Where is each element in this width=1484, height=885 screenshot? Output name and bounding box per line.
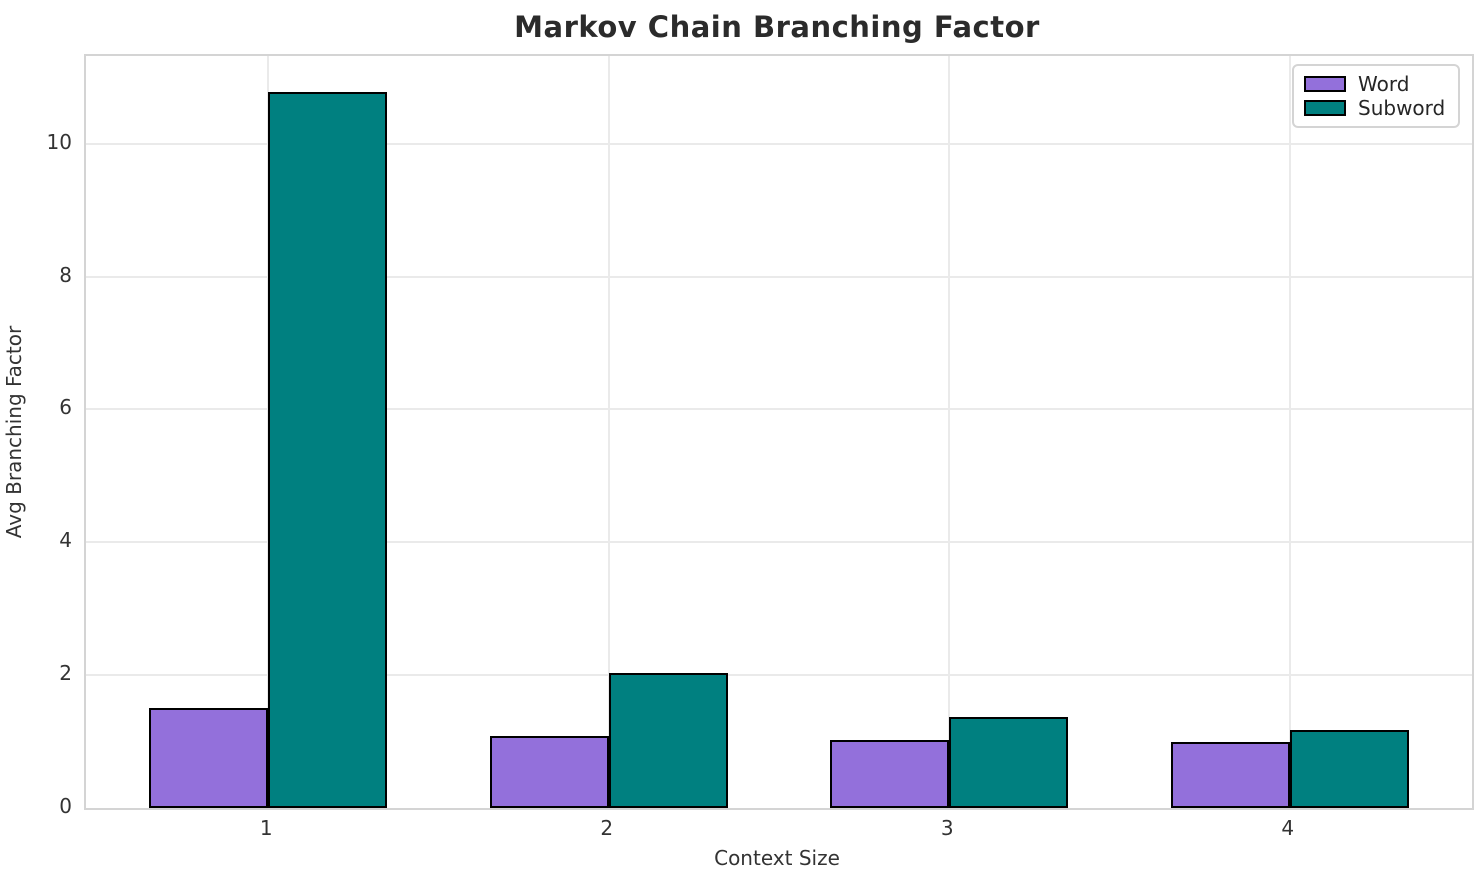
y-tick-label-0: 0: [59, 794, 72, 818]
x-tick-label-2: 2: [600, 816, 614, 840]
subword-color-swatch: [1304, 100, 1346, 116]
legend: Word Subword: [1292, 64, 1460, 128]
legend-item-subword: Subword: [1304, 97, 1448, 119]
bar-word-2: [489, 736, 609, 808]
bar-subword-1: [268, 91, 388, 808]
y-tick-label-4: 4: [59, 528, 72, 553]
x-tick-label-4: 4: [1281, 816, 1295, 840]
gridline-y-10: [86, 142, 1472, 145]
bar-word-1: [149, 708, 269, 808]
bar-subword-3: [949, 716, 1069, 808]
gridline-y-6: [86, 408, 1472, 411]
x-tick-label-1: 1: [259, 816, 273, 840]
x-axis-label: Context Size: [714, 846, 840, 870]
x-tick-label-3: 3: [940, 816, 954, 840]
y-axis-label: Avg Branching Factor: [2, 325, 26, 539]
gridline-y-8: [86, 275, 1472, 278]
gridline-y-4: [86, 541, 1472, 544]
plot-area: [84, 54, 1474, 810]
bar-word-3: [830, 739, 950, 808]
chart-title: Markov Chain Branching Factor: [514, 10, 1040, 44]
gridline-x-2: [607, 56, 610, 808]
bar-subword-4: [1289, 730, 1409, 808]
gridline-x-4: [1288, 56, 1291, 808]
y-tick-label-10: 10: [46, 129, 72, 154]
legend-label-word: Word: [1358, 72, 1410, 96]
y-tick-label-8: 8: [59, 262, 72, 287]
y-tick-label-6: 6: [59, 395, 72, 420]
word-color-swatch: [1304, 76, 1346, 92]
gridline-x-3: [948, 56, 951, 808]
gridline-y-2: [86, 674, 1472, 677]
y-tick-label-2: 2: [59, 661, 72, 686]
bar-word-4: [1170, 741, 1290, 808]
legend-label-subword: Subword: [1358, 96, 1446, 120]
legend-item-word: Word: [1304, 73, 1448, 95]
bar-subword-2: [608, 673, 728, 808]
